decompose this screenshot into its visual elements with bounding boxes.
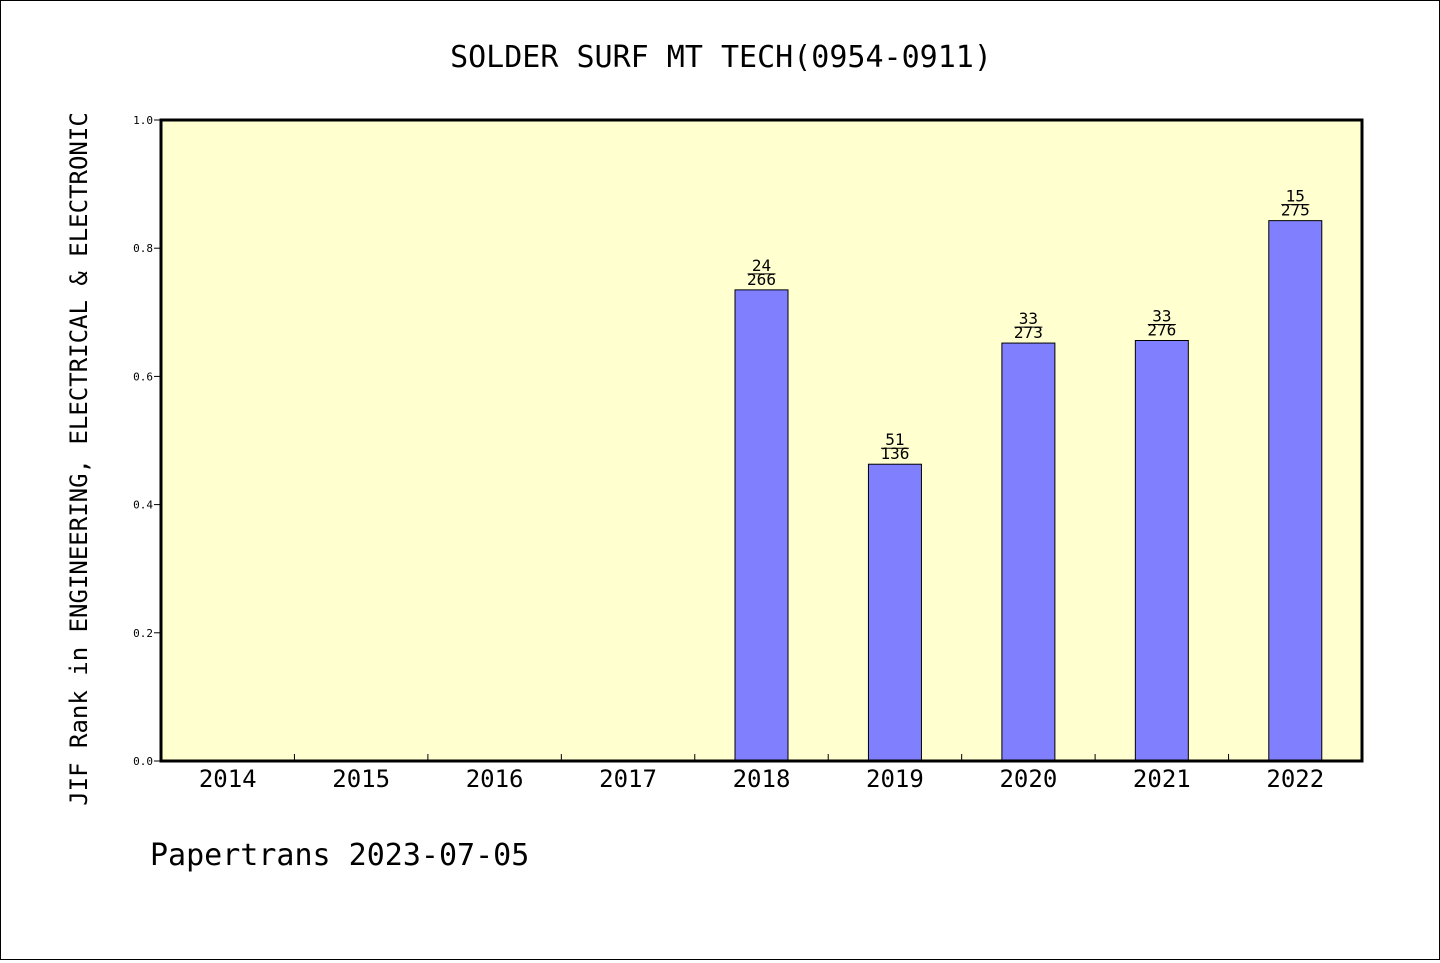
x-tick-label: 2018 — [733, 765, 791, 793]
x-tick-label: 2015 — [332, 765, 390, 793]
y-axis-label: JIF Rank in ENGINEERING, ELECTRICAL & EL… — [65, 112, 93, 806]
x-tick-label: 2021 — [1133, 765, 1191, 793]
plot-border — [159, 118, 1364, 763]
bar-label-top: 33 — [1019, 309, 1038, 328]
footer-credit: Papertrans 2023-07-05 — [150, 838, 529, 873]
y-tick-label: 0.4 — [133, 499, 153, 512]
x-tick-label: 2014 — [199, 765, 257, 793]
x-tick-label: 2022 — [1266, 765, 1324, 793]
y-tick-label: 0.2 — [133, 627, 153, 640]
bar-2018 — [734, 289, 789, 762]
chart-title: SOLDER SURF MT TECH(0954-0911) — [450, 40, 992, 75]
y-tick-label: 0.0 — [133, 755, 153, 768]
bar-2019 — [867, 463, 922, 762]
bar-label-bottom: 276 — [1147, 321, 1176, 340]
bar-2022 — [1268, 220, 1323, 762]
x-tick-label: 2020 — [999, 765, 1057, 793]
bar-label-bottom: 266 — [747, 270, 776, 289]
bar-2021 — [1134, 340, 1189, 762]
ticks-group: 0.0 0.2 0.4 0.6 0.8 1.0 2014 2015 2016 2017 2018 20… — [133, 114, 1324, 793]
bar-label-bottom: 273 — [1014, 323, 1043, 342]
x-tick-label: 2016 — [466, 765, 524, 793]
y-tick-label: 0.6 — [133, 370, 153, 383]
x-tick-label: 2017 — [599, 765, 657, 793]
bar-label-top: 24 — [752, 256, 771, 275]
bar-label-top: 51 — [885, 430, 904, 449]
y-tick-label: 0.8 — [133, 242, 153, 255]
bar-2020 — [1001, 342, 1056, 762]
bar-label-top: 33 — [1152, 307, 1171, 326]
bar-label-top: 15 — [1286, 187, 1305, 206]
bar-label-bottom: 136 — [880, 444, 909, 463]
bar-label-bottom: 275 — [1281, 201, 1310, 220]
x-tick-label: 2019 — [866, 765, 924, 793]
y-tick-label: 1.0 — [133, 114, 153, 127]
